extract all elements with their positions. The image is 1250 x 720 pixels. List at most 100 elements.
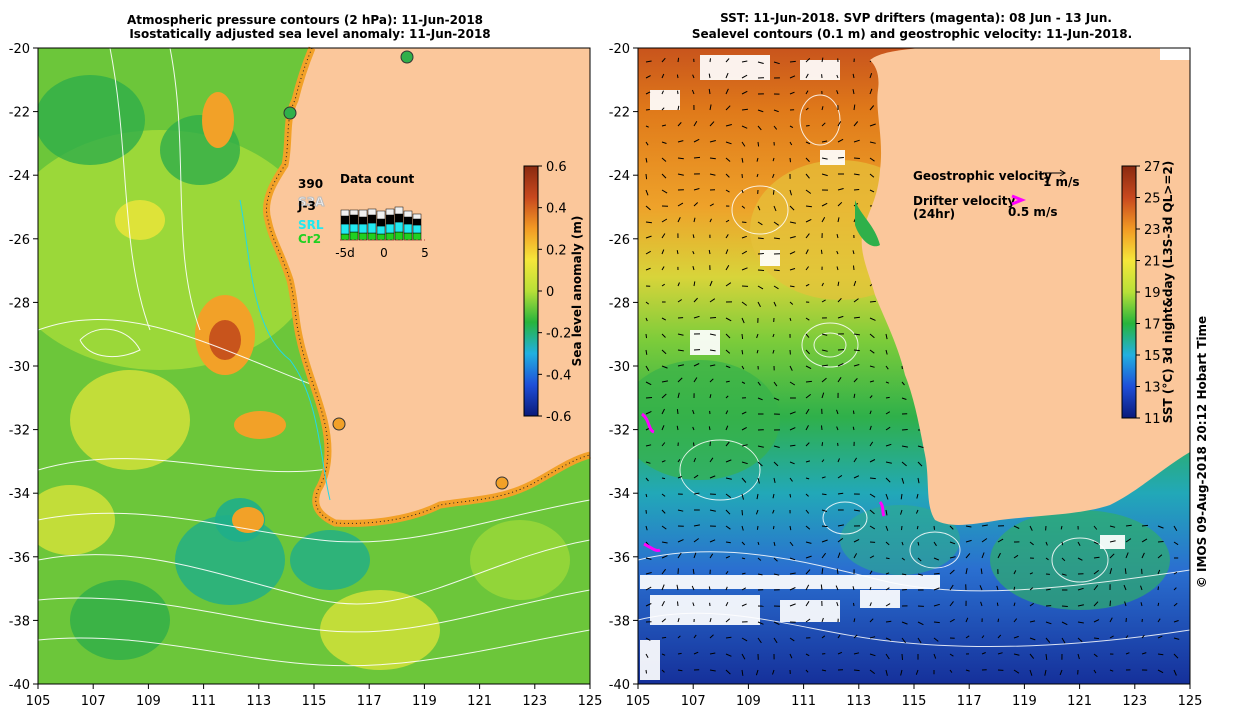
drifter-scale: 0.5 m/s xyxy=(1008,205,1057,219)
lat-tick-label: -24 xyxy=(609,169,630,184)
lat-tick-label: -26 xyxy=(9,233,30,248)
tide-gauge-marker xyxy=(283,106,297,120)
lat-tick-label: -34 xyxy=(609,487,630,502)
count-bar-segment xyxy=(340,233,350,241)
lon-tick-label: 111 xyxy=(191,694,216,709)
lat-tick-label: -30 xyxy=(9,360,30,375)
lon-tick-label: 123 xyxy=(1122,694,1147,709)
count-bar-segment xyxy=(349,223,359,233)
lat-tick-label: -32 xyxy=(9,424,30,439)
count-bar-segment xyxy=(412,218,422,226)
sat-label-cr2: Cr2 xyxy=(298,232,321,246)
left-lon-axis: 105 107 109 111 113 115 117 119 121 123 125 xyxy=(26,684,602,709)
left-lat-axis: -20 -22 -24 -26 -28 -30 -32 -34 -36 -38 -40 xyxy=(9,42,38,693)
lat-tick-label: -40 xyxy=(9,678,30,693)
lon-tick-label: 113 xyxy=(246,694,271,709)
count-bar-segment xyxy=(394,213,404,223)
credit-text: © IMOS 09-Aug-2018 20:12 Hobart Time xyxy=(1195,316,1209,588)
colorbar-tick-label: -0.2 xyxy=(546,327,571,342)
lon-tick-label: 115 xyxy=(302,694,327,709)
colorbar-tick-label: 0.2 xyxy=(546,243,567,258)
lat-tick-label: -34 xyxy=(9,487,30,502)
colorbar-tick-label: 19 xyxy=(1144,286,1161,301)
sat-label-s3a: S3A xyxy=(298,195,325,209)
lon-tick-label: 121 xyxy=(1067,694,1092,709)
count-bar-segment xyxy=(358,216,368,225)
data-count-title: Data count xyxy=(340,172,415,186)
lon-tick-label: 123 xyxy=(522,694,547,709)
left-title-line1: Atmospheric pressure contours (2 hPa): 1… xyxy=(127,13,483,27)
lon-tick-label: 121 xyxy=(467,694,492,709)
colorbar-tick-label: 21 xyxy=(1144,255,1161,270)
lon-tick-label: 115 xyxy=(902,694,927,709)
colorbar-tick-label: 25 xyxy=(1144,192,1161,207)
colorbar-tick-label: 17 xyxy=(1144,318,1161,333)
count-bar-segment xyxy=(403,210,413,218)
right-lat-axis: -20 -22 -24 -26 -28 -30 -32 -34 -36 -38 -40 xyxy=(609,42,638,693)
count-bar-segment xyxy=(385,223,395,234)
sla-colorbar: 0.6 0.4 0.2 0 -0.2 -0.4 -0.6 Sea level anomaly… xyxy=(523,160,584,425)
colorbar-tick-label: -0.4 xyxy=(546,368,571,383)
colorbar-tick-label: 0.6 xyxy=(546,160,567,175)
sla-colorbar-ticks: 0.6 0.4 0.2 0 -0.2 -0.4 -0.6 xyxy=(538,160,571,425)
lat-tick-label: -40 xyxy=(609,678,630,693)
count-bar-segment xyxy=(367,214,377,224)
count-bar-segment xyxy=(340,223,350,235)
sst-colorbar-ramp xyxy=(1121,165,1137,419)
sst-colorbar-ticks: 27 25 23 21 19 17 15 13 11 xyxy=(1136,160,1161,427)
lon-tick-label: 107 xyxy=(681,694,706,709)
count-bar-segment xyxy=(412,213,422,220)
velocity-legend: Geostrophic velocity 1 m/s Drifter veloc… xyxy=(913,169,1080,221)
count-bar-segment xyxy=(403,232,413,241)
lon-tick-label: 109 xyxy=(736,694,761,709)
count-bar-segment xyxy=(385,208,395,216)
drifter-track xyxy=(640,412,655,434)
lat-tick-label: -36 xyxy=(609,551,630,566)
lon-tick-label: 111 xyxy=(791,694,816,709)
right-title-line1: SST: 11-Jun-2018. SVP drifters (magenta)… xyxy=(720,11,1112,25)
lat-tick-label: -32 xyxy=(609,424,630,439)
lon-tick-label: 119 xyxy=(412,694,437,709)
lat-tick-label: -38 xyxy=(9,614,30,629)
lon-tick-label: 125 xyxy=(1178,694,1203,709)
lon-tick-label: 117 xyxy=(957,694,982,709)
lat-tick-label: -26 xyxy=(609,233,630,248)
lon-tick-label: 119 xyxy=(1012,694,1037,709)
geostrophic-label: Geostrophic velocity xyxy=(913,169,1052,183)
count-bar-segment xyxy=(394,231,404,241)
drifter-track xyxy=(643,542,661,552)
drifter-scale-arrow xyxy=(1011,194,1027,206)
count-bar-segment xyxy=(385,232,395,241)
data-count-bars xyxy=(340,206,422,241)
count-bar-segment xyxy=(394,206,404,215)
lat-tick-label: -20 xyxy=(9,42,30,57)
land-left xyxy=(266,48,590,524)
count-bar-segment xyxy=(412,232,422,241)
count-bar-segment xyxy=(403,216,413,225)
lon-tick-label: 117 xyxy=(357,694,382,709)
drifter-label: Drifter velocity xyxy=(913,194,1015,208)
colorbar-tick-label: 13 xyxy=(1144,381,1161,396)
right-lon-axis: 105 107 109 111 113 115 117 119 121 123 125 xyxy=(626,684,1203,709)
count-bar-segment xyxy=(367,232,377,241)
count-bar-segment xyxy=(340,209,350,217)
lon-tick-label: 107 xyxy=(81,694,106,709)
colorbar-tick-label: 11 xyxy=(1144,412,1161,427)
lat-tick-label: -36 xyxy=(9,551,30,566)
sla-colorbar-label: Sea level anomaly (m) xyxy=(570,216,584,367)
sst-colorbar: 27 25 23 21 19 17 15 13 11 SST (°C) 3d night&day… xyxy=(1121,160,1175,427)
count-bar-segment xyxy=(340,215,350,225)
count-bar-segment xyxy=(376,218,386,227)
lat-tick-label: -22 xyxy=(609,106,630,121)
colorbar-tick-label: -0.6 xyxy=(546,410,571,425)
lon-tick-label: 105 xyxy=(26,694,51,709)
count-bar-segment xyxy=(403,223,413,234)
sla-colorbar-ramp xyxy=(523,165,539,417)
tide-gauge-marker xyxy=(332,417,346,431)
lat-tick-label: -24 xyxy=(9,169,30,184)
count-bar-segment xyxy=(394,221,404,233)
sat-label-j3: J-3 xyxy=(297,199,316,213)
count-bar-segment xyxy=(349,231,359,241)
data-count-number: 390 xyxy=(298,177,323,191)
